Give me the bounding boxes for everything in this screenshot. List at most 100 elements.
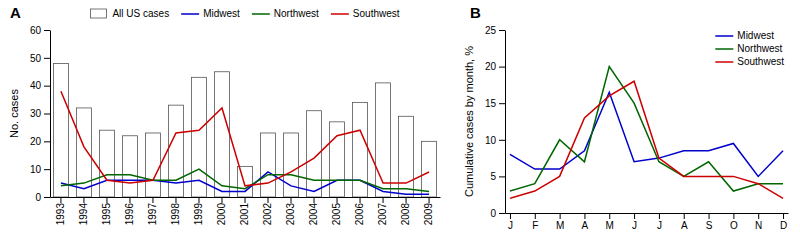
tick-label: 1995 <box>101 203 112 226</box>
tick-mark <box>44 141 50 142</box>
tick-label: 1999 <box>193 203 204 226</box>
y-tick: 0 <box>35 192 50 203</box>
tick-mark <box>499 176 505 177</box>
y-tick: 0 <box>490 208 505 219</box>
x-tick: 2009 <box>423 197 434 225</box>
tick-label: 1996 <box>124 203 135 226</box>
tick-label: 2005 <box>331 203 342 226</box>
legend-label: Southwest <box>353 8 400 19</box>
tick-label: 2001 <box>239 203 250 226</box>
x-tick: 1999 <box>193 197 204 225</box>
tick-label: O <box>730 220 738 231</box>
y-tick: 20 <box>485 61 505 72</box>
tick-label: D <box>780 220 787 231</box>
tick-label: J <box>657 220 662 231</box>
tick-label: 25 <box>485 25 497 36</box>
legend-swatch <box>331 13 349 15</box>
tick-label: 5 <box>490 171 496 182</box>
x-tick: M <box>556 213 564 231</box>
tick-mark <box>106 197 107 203</box>
x-tick: 1998 <box>170 197 181 225</box>
x-tick: 2004 <box>308 197 319 225</box>
y-tick: 5 <box>490 171 505 182</box>
panel-title: B <box>470 4 481 21</box>
y-tick: 60 <box>30 25 50 36</box>
tick-mark <box>337 197 338 203</box>
tick-label: 30 <box>30 108 42 119</box>
axis-line <box>50 31 51 198</box>
tick-mark <box>499 67 505 68</box>
marks <box>510 67 783 199</box>
bar <box>99 130 114 197</box>
tick-mark <box>383 197 384 203</box>
x-tick: F <box>532 213 538 231</box>
legend-label: Northwest <box>737 43 782 54</box>
x-tick: N <box>755 213 762 231</box>
x-tick: M <box>606 213 614 231</box>
tick-mark <box>499 213 505 214</box>
tick-mark <box>44 86 50 87</box>
tick-label: 1993 <box>55 203 66 226</box>
tick-label: M <box>556 220 564 231</box>
tick-mark <box>733 213 734 219</box>
panel: 1993199419951996199719981999200020012002… <box>8 4 441 225</box>
legend-label: Midwest <box>203 8 240 19</box>
x-tick: 2005 <box>331 197 342 225</box>
legend-swatch <box>715 35 733 37</box>
bar <box>122 136 137 197</box>
tick-mark <box>44 169 50 170</box>
tick-label: 40 <box>30 80 42 91</box>
tick-label: 1994 <box>78 203 89 226</box>
axis-line <box>505 31 506 214</box>
tick-label: 2006 <box>354 203 365 226</box>
panel: JFMAMJJASOND0510152025Cumulative cases b… <box>463 4 789 231</box>
tick-mark <box>709 213 710 219</box>
tick-label: 2000 <box>216 203 227 226</box>
tick-label: 2007 <box>377 203 388 226</box>
tick-label: 2009 <box>423 203 434 226</box>
y-tick: 50 <box>30 53 50 64</box>
x-tick: D <box>780 213 787 231</box>
tick-label: F <box>532 220 538 231</box>
x-tick: A <box>582 213 589 231</box>
tick-mark <box>783 213 784 219</box>
y-axis-title: Cumulative cases by month, % <box>463 46 475 197</box>
tick-mark <box>429 197 430 203</box>
tick-label: 15 <box>485 98 497 109</box>
tick-mark <box>634 213 635 219</box>
legend-label: Northwest <box>274 8 319 19</box>
legend-label: Midwest <box>737 30 774 41</box>
tick-mark <box>268 197 269 203</box>
legend-swatch <box>181 13 199 15</box>
tick-mark <box>499 140 505 141</box>
legend-item: Midwest <box>715 30 774 41</box>
tick-mark <box>560 213 561 219</box>
tick-mark <box>499 103 505 104</box>
x-tick: 2007 <box>377 197 388 225</box>
x-tick: 2003 <box>285 197 296 225</box>
x-tick: 1994 <box>78 197 89 225</box>
tick-mark <box>175 197 176 203</box>
legend-item: All US cases <box>90 8 169 19</box>
tick-label: M <box>606 220 614 231</box>
x-tick: J <box>657 213 662 231</box>
legend-item: Southwest <box>715 56 784 67</box>
tick-mark <box>44 58 50 59</box>
legend-swatch <box>715 61 733 63</box>
x-tick: 1997 <box>147 197 158 225</box>
tick-label: 60 <box>30 25 42 36</box>
x-tick: A <box>681 213 688 231</box>
x-tick: O <box>730 213 738 231</box>
tick-label: 2002 <box>262 203 273 226</box>
bar <box>192 77 207 197</box>
legend: Midwest Northwest Southwest <box>715 30 784 67</box>
tick-mark <box>152 197 153 203</box>
x-tick: 2001 <box>239 197 250 225</box>
tick-mark <box>584 213 585 219</box>
tick-label: N <box>755 220 762 231</box>
y-tick: 20 <box>30 136 50 147</box>
tick-mark <box>535 213 536 219</box>
axis-line <box>506 213 789 214</box>
x-tick: 2000 <box>216 197 227 225</box>
y-tick: 10 <box>30 164 50 175</box>
